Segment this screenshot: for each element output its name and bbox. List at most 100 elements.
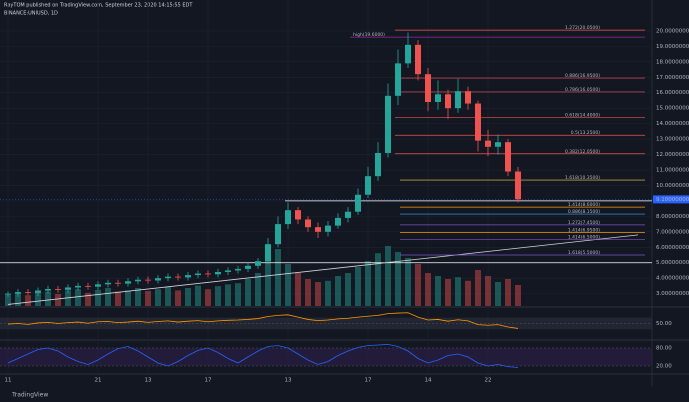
candle-body <box>85 285 91 287</box>
level-label: 0.5(13.2500) <box>571 130 601 136</box>
volume-bar <box>485 276 491 306</box>
volume-bar <box>75 289 81 306</box>
candle-body <box>235 268 241 271</box>
candle-body <box>295 210 301 220</box>
y-tick-label: 18.00000000 <box>656 59 689 65</box>
volume-bar <box>95 289 101 306</box>
x-tick-label: 13 <box>145 378 152 384</box>
candle-body <box>325 225 331 232</box>
candle-body <box>355 194 361 212</box>
x-tick-label: 14 <box>425 378 432 384</box>
volume-bar <box>135 288 141 306</box>
candle-body <box>95 284 101 287</box>
candle-body <box>425 74 431 102</box>
candle-body <box>195 273 201 276</box>
candle-body <box>45 289 51 291</box>
level-label: 1.618(5.5000) <box>568 250 600 256</box>
level-label: high(19.6000) <box>353 32 385 38</box>
oscillator-tick-label: 50.00 <box>656 321 672 327</box>
volume-bar <box>395 252 401 306</box>
candle-body <box>395 63 401 96</box>
volume-bar <box>255 273 261 306</box>
volume-bar <box>15 292 21 306</box>
candle-body <box>115 282 121 284</box>
candle-body <box>475 103 481 141</box>
symbol: BINANCE:UNIUSD, 1D <box>4 11 58 17</box>
candle-body <box>5 293 11 295</box>
volume-bar <box>405 258 411 306</box>
candle-body <box>225 270 231 272</box>
volume-bar <box>155 289 161 306</box>
candle-body <box>25 292 31 293</box>
x-tick-label: 17 <box>365 378 372 384</box>
candle-body <box>155 278 161 281</box>
candle-body <box>405 44 411 64</box>
volume-bar <box>365 261 371 306</box>
level-label: 1.414(6.9500) <box>568 228 600 234</box>
x-tick-label: 13 <box>285 378 292 384</box>
candle-body <box>415 44 421 75</box>
candle-body <box>175 276 181 278</box>
candle-body <box>15 292 21 294</box>
volume-bar <box>45 291 51 306</box>
volume-bar <box>85 292 91 306</box>
candle-body <box>345 211 351 218</box>
volume-bar <box>265 255 271 306</box>
candle-body <box>185 275 191 278</box>
x-tick-label: 17 <box>205 378 212 384</box>
volume-bar <box>305 279 311 306</box>
candle-body <box>465 91 471 104</box>
candle-body <box>75 285 81 288</box>
candle-body <box>145 279 151 281</box>
volume-bar <box>385 246 391 306</box>
last-price-box <box>653 195 689 204</box>
y-tick-label: 4.00000000 <box>656 276 689 282</box>
volume-bar <box>25 295 31 306</box>
x-tick-label: 21 <box>95 378 102 384</box>
oscillator-band <box>0 348 652 366</box>
candle-body <box>515 171 521 200</box>
volume-bar <box>455 277 461 306</box>
volume-bar <box>375 253 381 306</box>
level-label: 0.886(16.9500) <box>565 73 600 79</box>
candle-body <box>165 276 171 279</box>
candle-body <box>305 219 311 228</box>
candle-body <box>205 273 211 275</box>
volume-bar <box>505 279 511 306</box>
volume-bar <box>465 280 471 306</box>
candle-body <box>505 142 511 172</box>
volume-bar <box>35 291 41 306</box>
y-tick-label: 8.00000000 <box>656 214 689 220</box>
y-tick-label: 16.00000000 <box>656 90 689 96</box>
level-label: 0.886(8.1500) <box>568 209 600 215</box>
candle-body <box>285 210 291 225</box>
candle-body <box>55 289 61 290</box>
level-label: 0.786(16.0500) <box>565 87 600 93</box>
volume-bar <box>415 264 421 306</box>
volume-bar <box>115 291 121 306</box>
publisher: RayTOM published on TradingView.com, Sep… <box>4 3 193 9</box>
volume-bar <box>445 279 451 306</box>
stoch-line <box>7 343 519 368</box>
level-label: 1.414(6.5000) <box>568 235 600 241</box>
y-tick-label: 17.00000000 <box>656 75 689 81</box>
y-tick-label: 7.00000000 <box>656 229 689 235</box>
volume-bar <box>165 286 171 306</box>
oscillator-tick-label: 80.00 <box>656 346 672 352</box>
volume-bar <box>355 267 361 306</box>
y-tick-label: 6.00000000 <box>656 245 689 251</box>
candle-body <box>435 94 441 102</box>
volume-bar <box>225 284 231 306</box>
volume-bar <box>215 286 221 306</box>
volume-bar <box>475 270 481 306</box>
candle-body <box>245 265 251 269</box>
candle-body <box>375 153 381 177</box>
level-label: 1.272(7.4500) <box>568 220 600 226</box>
y-tick-label: 19.00000000 <box>656 44 689 50</box>
trendline <box>7 234 639 305</box>
level-label: 1.618(10.3500) <box>565 175 600 181</box>
volume-bar <box>205 289 211 306</box>
level-label: 0.382(12.0500) <box>565 149 600 155</box>
